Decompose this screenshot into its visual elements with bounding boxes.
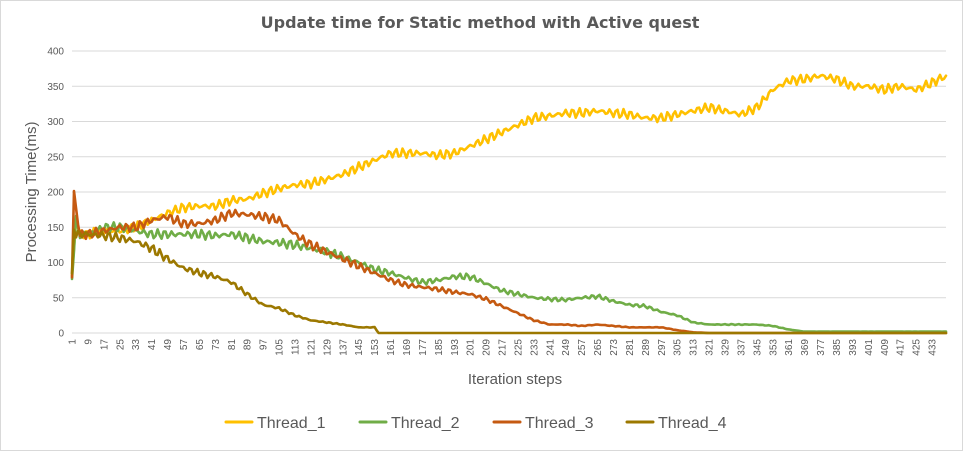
x-tick-label-209: 209	[482, 339, 493, 356]
legend-label-thread-4: Thread_4	[658, 415, 727, 432]
series-lines	[70, 73, 948, 335]
x-tick-label-281: 281	[625, 339, 636, 356]
x-tick-label-73: 73	[211, 339, 222, 351]
y-tick-label-400: 400	[47, 47, 64, 58]
x-tick-label-9: 9	[83, 339, 94, 345]
x-tick-label-33: 33	[131, 339, 142, 351]
x-tick-label-369: 369	[800, 339, 811, 356]
x-tick-label-49: 49	[163, 339, 174, 351]
chart-title: Update time for Static method with Activ…	[261, 13, 700, 32]
y-tick-label-100: 100	[47, 258, 64, 269]
series-line-thread-4	[70, 228, 948, 335]
legend: Thread_1 Thread_2 Thread_3 Thread_4	[224, 415, 727, 432]
y-tick-label-350: 350	[47, 82, 64, 93]
y-axis-title: Processing Time(ms)	[23, 122, 40, 263]
x-tick-label-361: 361	[784, 339, 795, 356]
series-line-thread-1	[70, 73, 948, 278]
x-tick-label-377: 377	[816, 339, 827, 356]
x-tick-label-425: 425	[912, 339, 923, 356]
x-tick-label-265: 265	[593, 339, 604, 356]
x-tick-label-225: 225	[513, 339, 524, 356]
x-tick-label-97: 97	[259, 339, 270, 351]
x-tick-label-145: 145	[354, 339, 365, 356]
y-tick-label-50: 50	[53, 293, 65, 304]
x-tick-label-385: 385	[832, 339, 843, 356]
x-tick-label-409: 409	[880, 339, 891, 356]
legend-label-thread-1: Thread_1	[257, 415, 326, 432]
x-tick-label-65: 65	[195, 339, 206, 351]
x-tick-label-153: 153	[370, 339, 381, 356]
y-tick-label-200: 200	[47, 188, 64, 199]
x-tick-label-25: 25	[115, 339, 126, 351]
x-axis-title: Iteration steps	[468, 371, 562, 388]
y-tick-label-150: 150	[47, 223, 64, 234]
x-tick-label-161: 161	[386, 339, 397, 356]
x-tick-label-305: 305	[673, 339, 684, 356]
x-tick-label-241: 241	[545, 339, 556, 356]
x-tick-label-177: 177	[418, 339, 429, 356]
x-tick-label-105: 105	[275, 339, 286, 356]
x-tick-label-393: 393	[848, 339, 859, 356]
y-tick-labels: 0 50 100 150 200 250 300 350 400	[47, 47, 64, 340]
x-tick-label-233: 233	[529, 339, 540, 356]
x-tick-label-57: 57	[179, 339, 190, 351]
legend-label-thread-3: Thread_3	[525, 415, 594, 432]
x-tick-labels: 1 9 17 25 33 41 49 57 65 73 81 89 97 105 113 121 129 137 1…	[68, 339, 939, 356]
x-tick-label-137: 137	[338, 339, 349, 356]
x-tick-label-81: 81	[227, 339, 238, 351]
x-tick-label-185: 185	[434, 339, 445, 356]
x-tick-label-129: 129	[322, 339, 333, 356]
x-tick-label-433: 433	[928, 339, 939, 356]
x-tick-label-217: 217	[498, 339, 509, 356]
x-tick-label-1: 1	[68, 339, 79, 345]
x-tick-label-113: 113	[290, 339, 301, 355]
x-tick-label-329: 329	[721, 339, 732, 356]
legend-label-thread-2: Thread_2	[391, 415, 460, 432]
series-line-thread-2	[70, 214, 948, 334]
x-tick-label-41: 41	[147, 339, 158, 351]
x-tick-label-193: 193	[450, 339, 461, 356]
x-tick-label-89: 89	[243, 339, 254, 351]
x-tick-label-169: 169	[402, 339, 413, 356]
x-tick-label-345: 345	[752, 339, 763, 356]
x-tick-label-401: 401	[864, 339, 875, 356]
x-tick-label-289: 289	[641, 339, 652, 356]
x-tick-label-201: 201	[466, 339, 477, 356]
x-tick-label-257: 257	[577, 339, 588, 356]
y-tick-label-300: 300	[47, 117, 64, 128]
x-tick-label-321: 321	[705, 339, 716, 356]
x-tick-label-417: 417	[896, 339, 907, 356]
x-tick-label-353: 353	[768, 339, 779, 356]
x-tick-label-121: 121	[306, 339, 317, 356]
x-tick-label-17: 17	[99, 339, 110, 351]
y-tick-label-0: 0	[58, 329, 64, 340]
x-tick-label-297: 297	[657, 339, 668, 356]
x-tick-label-337: 337	[736, 339, 747, 356]
x-tick-label-313: 313	[689, 339, 700, 356]
x-tick-label-273: 273	[609, 339, 620, 356]
y-tick-label-250: 250	[47, 152, 64, 163]
x-tick-label-249: 249	[561, 339, 572, 356]
